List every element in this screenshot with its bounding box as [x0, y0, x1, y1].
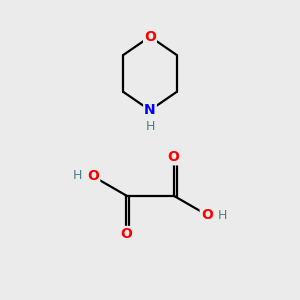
Text: H: H — [72, 169, 82, 182]
Text: H: H — [145, 120, 155, 133]
Text: O: O — [121, 227, 132, 241]
Text: N: N — [144, 103, 156, 117]
Text: H: H — [218, 209, 228, 222]
Text: O: O — [87, 169, 99, 184]
Text: O: O — [144, 30, 156, 44]
Text: O: O — [201, 208, 213, 222]
Text: O: O — [168, 150, 179, 164]
